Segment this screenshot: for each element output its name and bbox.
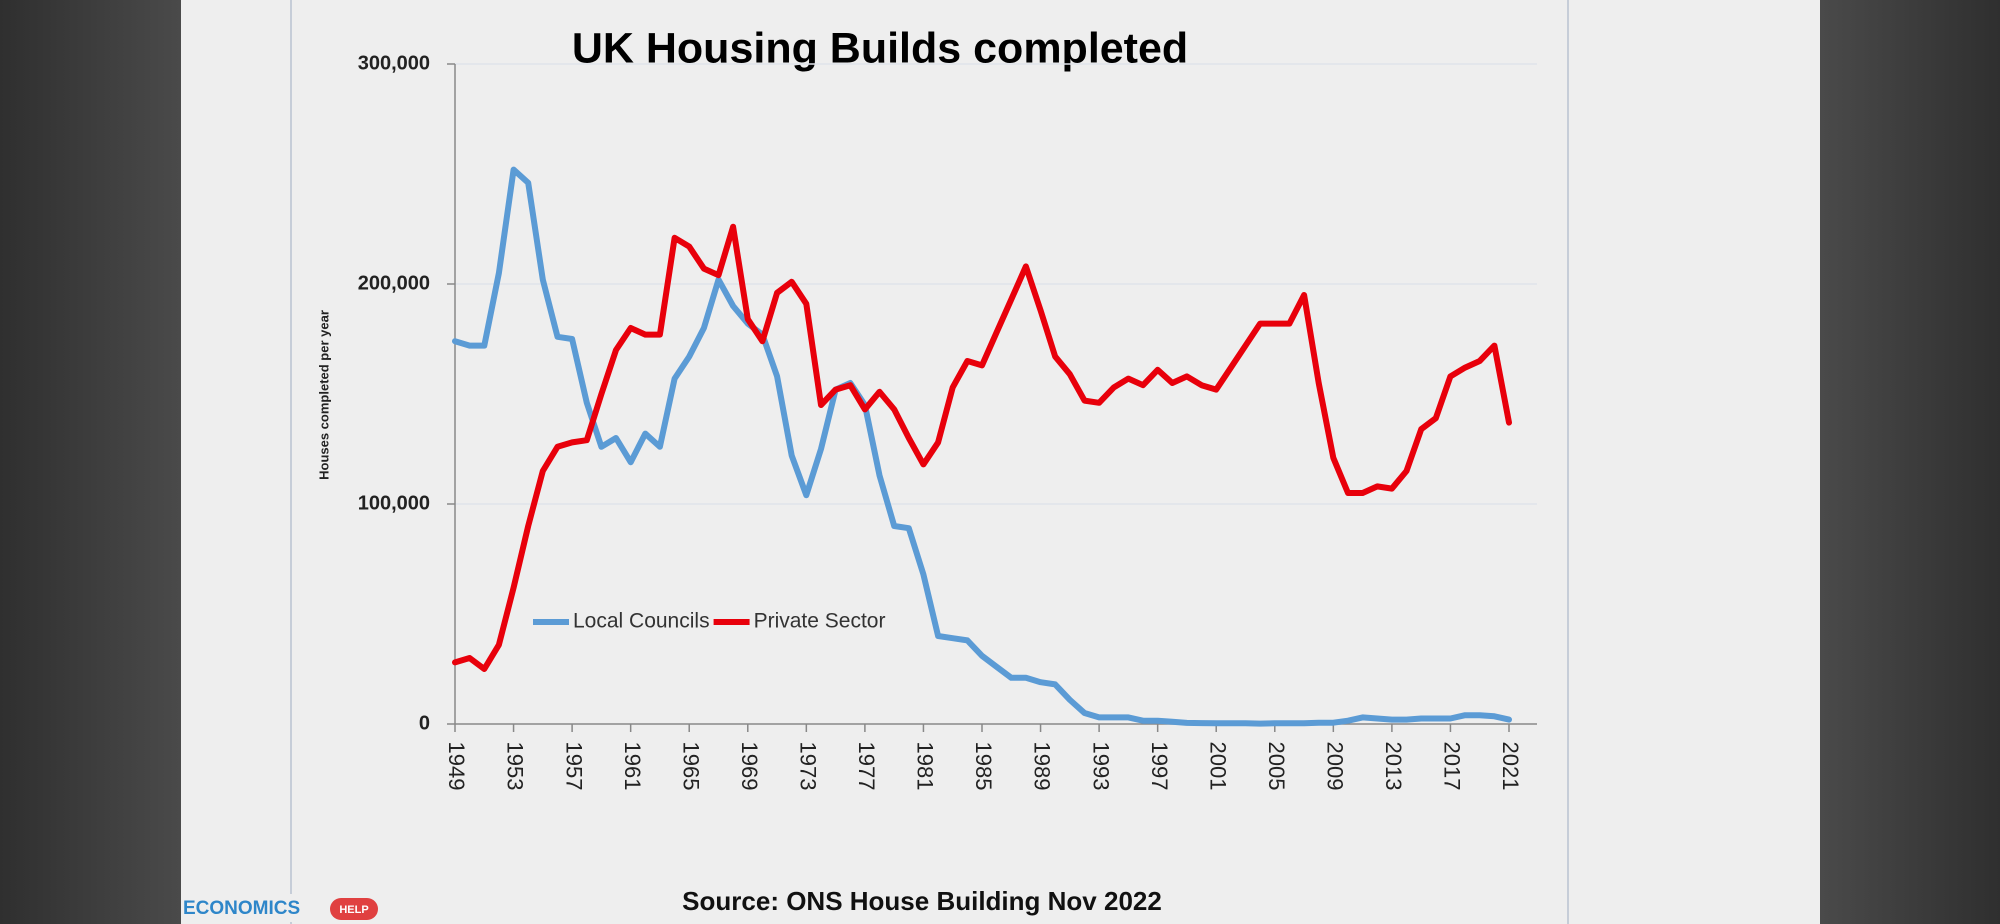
x-tick-label: 1973 xyxy=(796,742,821,791)
series-line xyxy=(452,166,1512,727)
x-tick-label: 2017 xyxy=(1440,742,1465,791)
x-tick-label: 1985 xyxy=(971,742,996,791)
left-border xyxy=(0,0,181,924)
x-tick-label: 1957 xyxy=(561,742,586,791)
x-tick-label: 1981 xyxy=(913,742,938,791)
y-axis-label: Houses completed per year xyxy=(316,310,331,480)
x-tick-label: 1949 xyxy=(444,742,469,791)
logo-badge-text: HELP xyxy=(339,904,368,916)
y-tick-label: 0 xyxy=(419,712,430,734)
y-tick-label: 200,000 xyxy=(358,272,430,294)
y-tick-label: 300,000 xyxy=(358,52,430,74)
plot: 0 100,000 200,000 300,000 1949 1953 1957 1961 19… xyxy=(358,52,1537,790)
source-note: Source: ONS House Building Nov 2022 xyxy=(682,886,1162,916)
x-tick-label: 1969 xyxy=(737,742,762,791)
x-tick-label: 2009 xyxy=(1323,742,1348,791)
logo-box xyxy=(181,894,326,922)
chart-title: UK Housing Builds completed xyxy=(572,24,1188,72)
x-tick-label: 1961 xyxy=(620,742,645,791)
slide xyxy=(181,0,1820,924)
x-tick-label: 1953 xyxy=(503,742,528,791)
x-tick-label: 1977 xyxy=(854,742,879,791)
x-tick-label: 1993 xyxy=(1088,742,1113,791)
x-tick-label: 1989 xyxy=(1030,742,1055,791)
x-tick-label: 1997 xyxy=(1147,742,1172,791)
logo-text: ECONOMICS xyxy=(183,898,300,919)
series-line xyxy=(452,223,1512,672)
y-tick-label: 100,000 xyxy=(358,492,430,514)
legend-label: Local Councils xyxy=(573,610,710,633)
x-tick-label: 2013 xyxy=(1381,742,1406,791)
x-tick-label: 2001 xyxy=(1205,742,1230,791)
x-tick-label: 1965 xyxy=(678,742,703,791)
logo-badge xyxy=(330,898,378,920)
right-border xyxy=(1820,0,2000,924)
x-tick-label: 2021 xyxy=(1498,742,1523,791)
x-tick-label: 2005 xyxy=(1264,742,1289,791)
legend-label: Private Sector xyxy=(754,610,886,633)
